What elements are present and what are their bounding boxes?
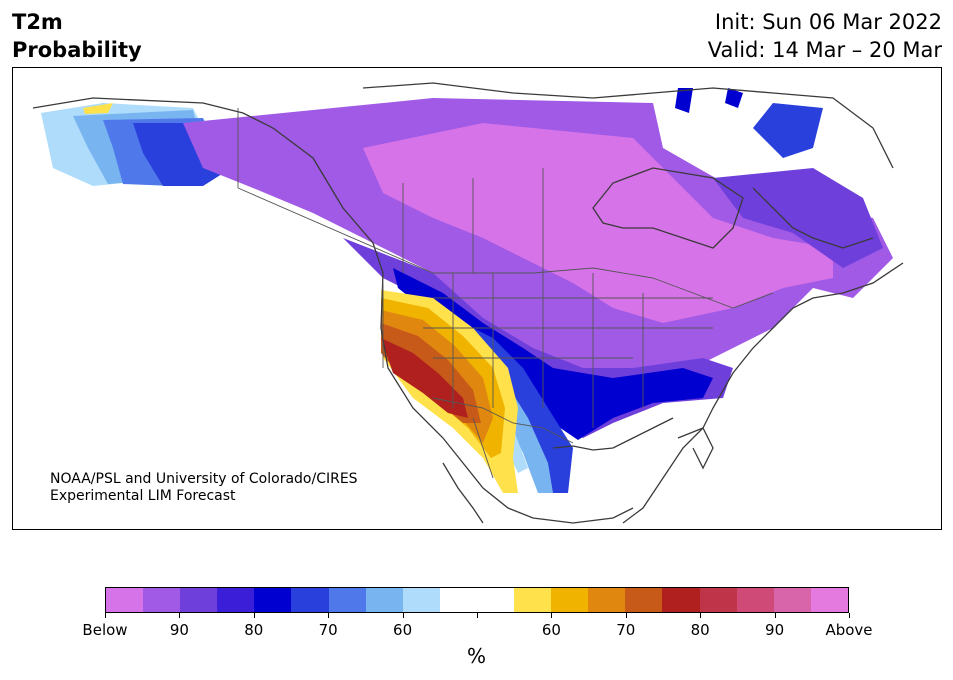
colorbar-swatch (514, 588, 552, 612)
colorbar-swatch (588, 588, 626, 612)
forecast-map: NOAA/PSL and University of Colorado/CIRE… (12, 67, 942, 530)
colorbar-tick-label: 80 (690, 621, 710, 639)
colorbar-tick (402, 613, 404, 618)
map-title: T2m Probability (12, 8, 142, 64)
colorbar-swatch (699, 588, 737, 612)
colorbar-tick-label: 90 (765, 621, 785, 639)
colorbar-ticks (105, 613, 850, 618)
colorbar-tick (551, 613, 553, 618)
colorbar-swatch (328, 588, 366, 612)
colorbar-swatch (810, 588, 848, 612)
greenland-blue (753, 103, 823, 158)
arctic-blue-1 (675, 88, 693, 113)
credit-line-1: NOAA/PSL and University of Colorado/CIRE… (50, 471, 358, 487)
colorbar-swatch (254, 588, 292, 612)
colorbar-swatch (180, 588, 218, 612)
product-label: Probability (12, 38, 142, 62)
colorbar-tick (700, 613, 702, 618)
canada-pink (363, 123, 833, 323)
colorbar-tick-label: Below (82, 621, 128, 639)
us-deep-blue (393, 268, 713, 440)
colorbar-swatch (106, 588, 144, 612)
colorbar-swatch (402, 588, 440, 612)
colorbar-tick-label: 90 (169, 621, 189, 639)
colorbar-swatch (662, 588, 700, 612)
colorbar-swatch (291, 588, 329, 612)
colorbar-swatch (625, 588, 663, 612)
valid-range: Valid: 14 Mar – 20 Mar (707, 38, 942, 62)
colorbar-swatch (439, 588, 477, 612)
colorbar-tick-label: 70 (318, 621, 338, 639)
colorbar-tick (105, 613, 106, 618)
colorbar-swatch (476, 588, 515, 612)
colorbar-tick (253, 613, 255, 618)
colorbar-labels: Below 90 80 70 60 60 70 80 90 Above (0, 621, 953, 641)
arctic-blue-2 (725, 88, 743, 108)
colorbar-tick (625, 613, 627, 618)
map-canvas (32, 82, 904, 524)
colorbar (105, 587, 849, 613)
colorbar-swatch (551, 588, 589, 612)
political-borders (237, 108, 774, 479)
forecast-dates: Init: Sun 06 Mar 2022 Valid: 14 Mar – 20… (708, 8, 942, 64)
credit-text: NOAA/PSL and University of Colorado/CIRE… (50, 471, 358, 505)
colorbar-tick-label: 80 (244, 621, 264, 639)
init-date: Init: Sun 06 Mar 2022 (714, 10, 942, 34)
alaska-yellow (83, 103, 113, 114)
colorbar-swatch (217, 588, 255, 612)
coastlines (32, 82, 904, 524)
variable-label: T2m (12, 10, 63, 34)
colorbar-tick-label: 60 (393, 621, 413, 639)
credit-line-2: Experimental LIM Forecast (50, 488, 236, 504)
colorbar-tick (179, 613, 181, 618)
probability-field (41, 88, 893, 493)
colorbar-tick-label: 70 (616, 621, 636, 639)
colorbar-unit: % (466, 644, 486, 668)
colorbar-tick (328, 613, 330, 618)
colorbar-tick-label: 60 (541, 621, 561, 639)
colorbar-tick-label: Above (825, 621, 873, 639)
east-canada-violet (713, 168, 883, 268)
colorbar-swatch (773, 588, 811, 612)
colorbar-swatch (736, 588, 774, 612)
colorbar-swatch (365, 588, 403, 612)
colorbar-tick (477, 613, 478, 618)
colorbar-tick (774, 613, 776, 618)
sw-red (381, 338, 468, 418)
colorbar-swatch (143, 588, 181, 612)
colorbar-tick (849, 613, 850, 618)
